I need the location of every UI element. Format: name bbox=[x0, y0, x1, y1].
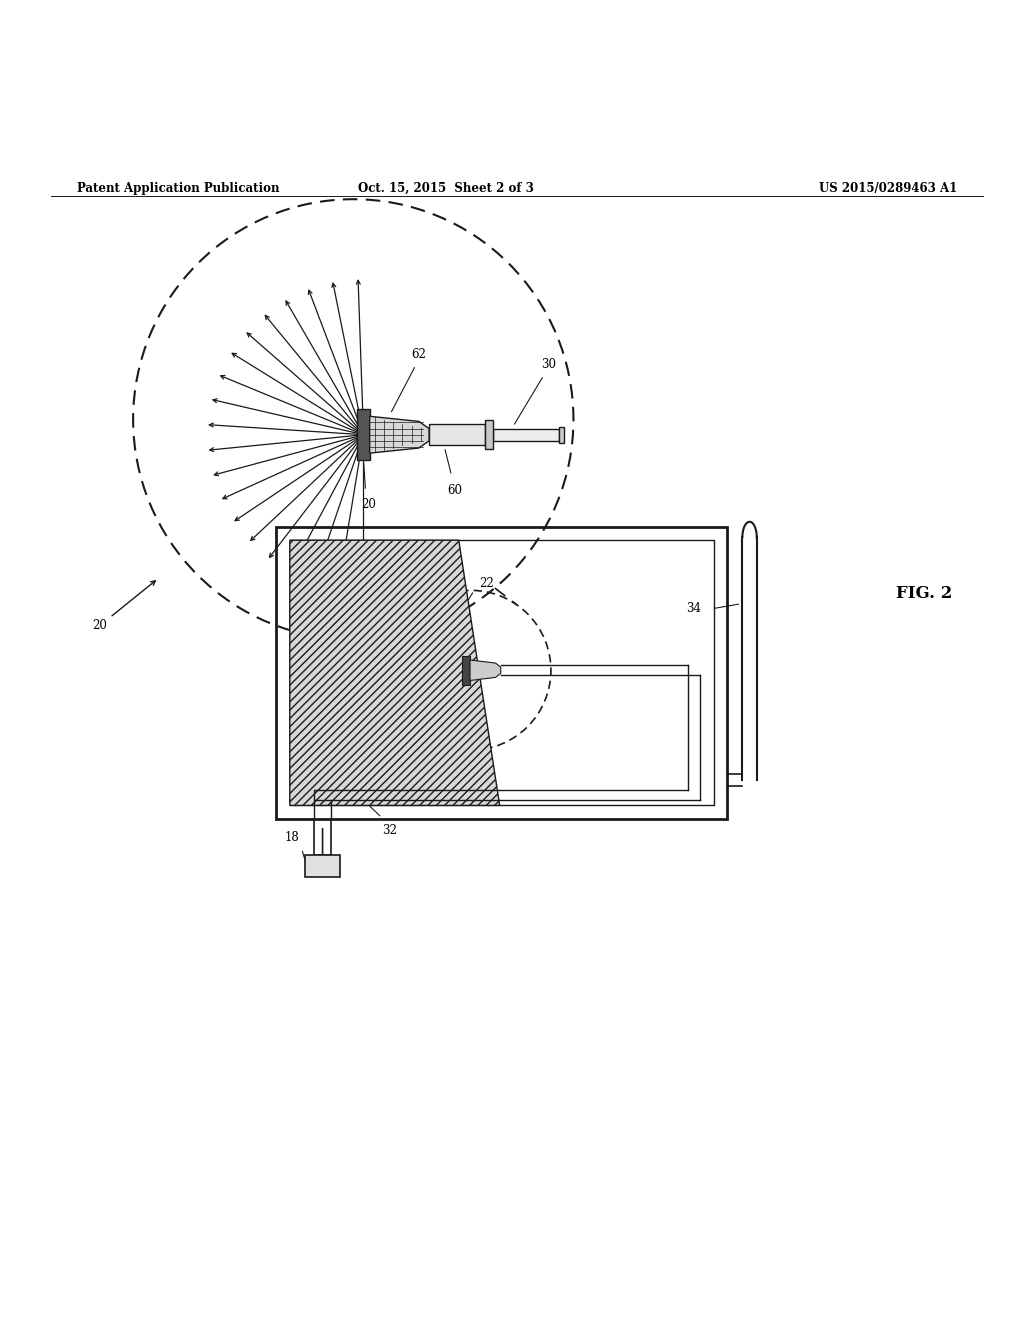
Text: Oct. 15, 2015  Sheet 2 of 3: Oct. 15, 2015 Sheet 2 of 3 bbox=[357, 182, 534, 195]
Text: FIG. 2: FIG. 2 bbox=[896, 585, 952, 602]
Text: 30: 30 bbox=[542, 358, 556, 371]
Text: 18: 18 bbox=[285, 832, 300, 845]
Text: US 2015/0289463 A1: US 2015/0289463 A1 bbox=[819, 182, 957, 195]
Polygon shape bbox=[290, 540, 500, 805]
Bar bbox=[462, 656, 470, 685]
Text: 32: 32 bbox=[382, 824, 396, 837]
Text: 34: 34 bbox=[686, 602, 701, 615]
Bar bbox=[276, 527, 727, 818]
Bar bbox=[559, 426, 564, 444]
Bar bbox=[429, 425, 485, 445]
Polygon shape bbox=[470, 660, 501, 681]
Text: Patent Application Publication: Patent Application Publication bbox=[77, 182, 280, 195]
Bar bbox=[305, 854, 340, 876]
Text: 20: 20 bbox=[361, 498, 376, 511]
Text: 22: 22 bbox=[479, 577, 494, 590]
Polygon shape bbox=[370, 416, 429, 453]
Bar bbox=[493, 429, 559, 441]
Text: 62: 62 bbox=[412, 348, 426, 360]
Bar bbox=[290, 540, 714, 805]
Bar bbox=[357, 409, 370, 461]
Text: 60: 60 bbox=[447, 484, 462, 496]
Text: 20: 20 bbox=[92, 581, 156, 632]
Bar bbox=[485, 420, 493, 449]
